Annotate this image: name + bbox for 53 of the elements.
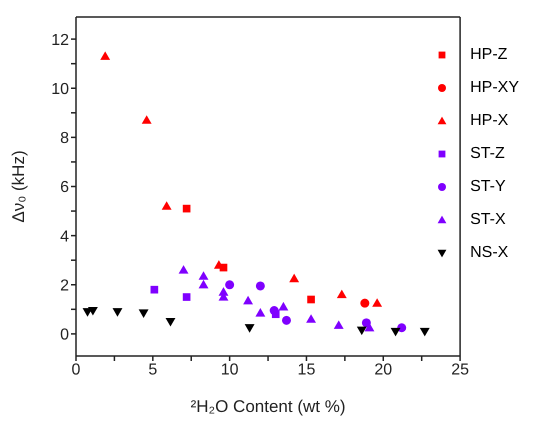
- point: [336, 290, 347, 298]
- y-tick-label: 6: [60, 179, 70, 196]
- point: [142, 115, 152, 124]
- point: [225, 280, 234, 290]
- point: [420, 328, 430, 336]
- y-tick-label: 4: [60, 228, 70, 246]
- point: [289, 274, 300, 282]
- point: [390, 328, 401, 336]
- point: [360, 298, 370, 308]
- y-tick-label: 0: [60, 326, 70, 344]
- legend-label: ST-X: [470, 210, 506, 228]
- point: [270, 306, 279, 316]
- point: [100, 51, 110, 60]
- x-tick-label: 25: [451, 361, 470, 378]
- y-tick-label: 2: [60, 277, 70, 294]
- point: [255, 308, 266, 317]
- y-axis-title: Δν₀ (kHz): [9, 150, 28, 223]
- point: [198, 280, 208, 288]
- point: [178, 265, 188, 274]
- x-tick-label: 15: [298, 361, 316, 378]
- y-tick-label: 12: [51, 32, 70, 49]
- legend-label: HP-XY: [470, 78, 519, 96]
- point: [244, 324, 255, 333]
- legend-label: ST-Z: [470, 144, 505, 162]
- legend-label: HP-Z: [470, 46, 508, 64]
- legend-label: HP-X: [470, 112, 508, 130]
- point: [334, 320, 344, 329]
- point: [306, 314, 316, 323]
- x-tick-label: 10: [220, 361, 239, 378]
- x-tick-label: 20: [374, 361, 392, 378]
- point: [182, 204, 190, 212]
- point: [243, 296, 254, 304]
- point: [282, 316, 291, 325]
- point: [88, 306, 98, 316]
- x-tick-label: 5: [148, 361, 158, 378]
- point: [166, 318, 176, 327]
- x-tick-label: 0: [72, 361, 81, 378]
- point: [198, 271, 208, 280]
- point: [356, 326, 367, 336]
- point: [278, 302, 288, 310]
- legend-label: ST-Y: [470, 178, 506, 196]
- point: [307, 296, 315, 304]
- y-tick-label: 10: [51, 80, 70, 98]
- legend-label: NS-X: [470, 244, 508, 262]
- y-tick-label: 8: [60, 130, 70, 148]
- point: [256, 281, 265, 290]
- point: [182, 293, 190, 301]
- point: [162, 201, 172, 210]
- point: [372, 298, 382, 307]
- x-axis-title: ²H₂O Content (wt %): [190, 397, 346, 416]
- point: [112, 308, 122, 317]
- point: [138, 309, 149, 318]
- point: [150, 286, 158, 294]
